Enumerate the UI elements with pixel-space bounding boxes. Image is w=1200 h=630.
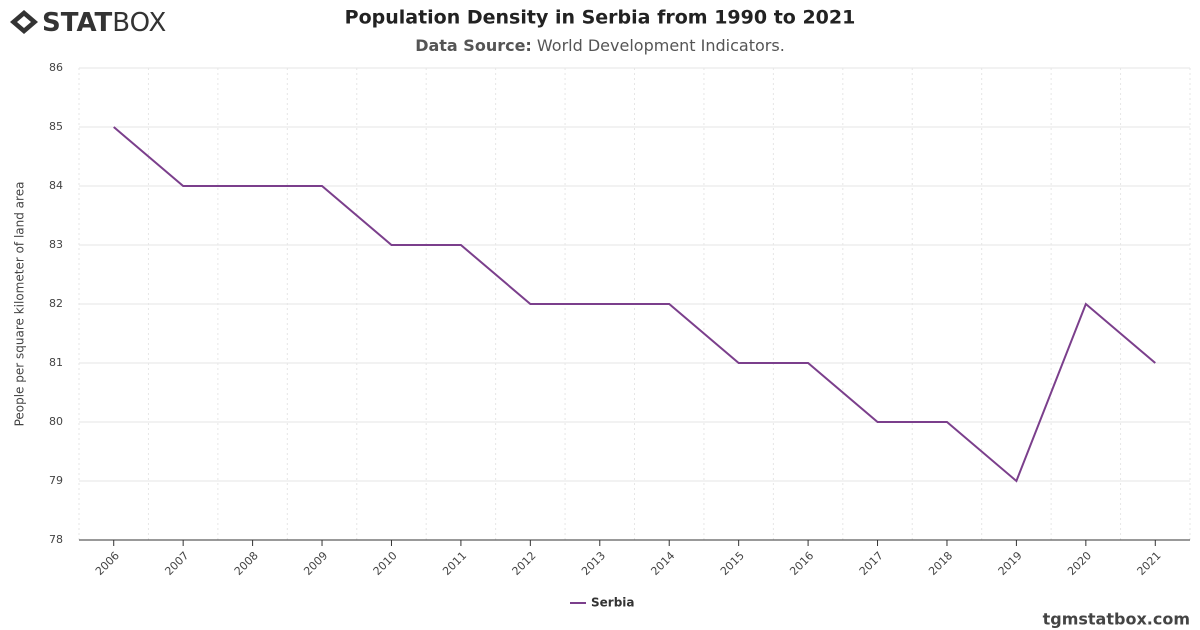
x-tick-label: 2012 bbox=[510, 549, 539, 578]
x-tick-label: 2009 bbox=[301, 549, 330, 578]
x-tick-label: 2019 bbox=[996, 549, 1025, 578]
x-tick-label: 2020 bbox=[1065, 549, 1094, 578]
y-axis-label: People per square kilometer of land area bbox=[13, 182, 27, 427]
logo-light: BOX bbox=[112, 8, 166, 38]
chart-title: Population Density in Serbia from 1990 t… bbox=[345, 7, 856, 29]
legend-label: Serbia bbox=[591, 596, 635, 610]
logo-icon-inner bbox=[17, 16, 31, 28]
y-tick-label: 80 bbox=[49, 415, 63, 428]
x-tick-label: 2008 bbox=[232, 549, 261, 578]
logo-text: STATBOX bbox=[42, 8, 166, 38]
x-tick-label: 2017 bbox=[857, 549, 886, 578]
y-tick-label: 79 bbox=[49, 474, 63, 487]
y-tick-label: 78 bbox=[49, 533, 63, 546]
y-tick-label: 85 bbox=[49, 120, 63, 133]
y-tick-label: 84 bbox=[49, 179, 63, 192]
x-tick-label: 2006 bbox=[93, 549, 122, 578]
x-tick-label: 2018 bbox=[926, 549, 955, 578]
logo-strong: STAT bbox=[42, 8, 113, 38]
x-tick-label: 2007 bbox=[162, 549, 191, 578]
x-tick-label: 2013 bbox=[579, 549, 608, 578]
y-tick-label: 81 bbox=[49, 356, 63, 369]
x-tick-label: 2010 bbox=[371, 549, 400, 578]
subtitle-text: World Development Indicators. bbox=[537, 36, 785, 55]
y-tick-label: 82 bbox=[49, 297, 63, 310]
x-tick-label: 2015 bbox=[718, 549, 747, 578]
x-tick-label: 2014 bbox=[648, 549, 677, 578]
x-tick-label: 2011 bbox=[440, 549, 469, 578]
x-tick-label: 2021 bbox=[1135, 549, 1164, 578]
subtitle-label: Data Source: bbox=[415, 36, 532, 55]
footer: tgmstatbox.com bbox=[1043, 610, 1190, 629]
y-tick-label: 86 bbox=[49, 61, 63, 74]
line-series bbox=[113, 126, 1156, 483]
logo: STATBOX bbox=[10, 8, 166, 38]
chart-subtitle: Data Source: World Development Indicator… bbox=[415, 36, 785, 55]
y-tick-label: 83 bbox=[49, 238, 63, 251]
x-tick-label: 2016 bbox=[787, 549, 816, 578]
